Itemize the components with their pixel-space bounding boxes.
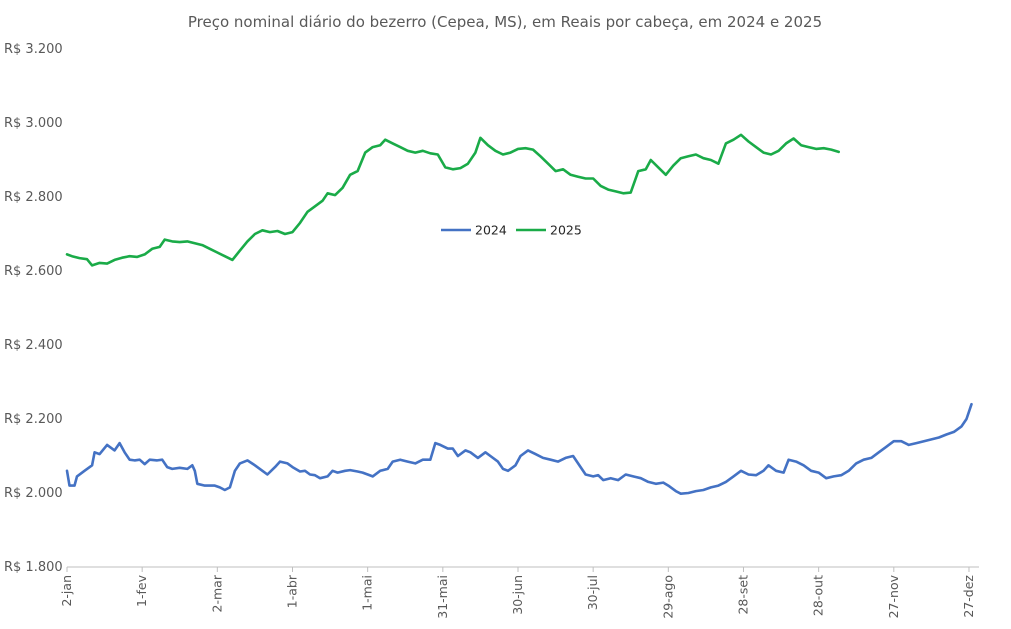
series-lines: [65, 133, 973, 495]
x-tick-label: 1-mai: [360, 575, 375, 611]
legend: 2024 2025: [441, 223, 582, 238]
x-tick-label: 27-nov: [886, 574, 901, 618]
x-tick-label: 1-fev: [134, 574, 149, 607]
x-tick-label: 30-jun: [510, 575, 525, 615]
y-tick-label: R$ 2.600: [4, 264, 63, 279]
series-line-2025: [65, 133, 840, 267]
y-tick-label: R$ 1.800: [4, 560, 63, 575]
y-tick-label: R$ 2.800: [4, 190, 63, 205]
x-tick-label: 2-jan: [59, 575, 74, 607]
y-axis-tick-labels: R$ 1.800 R$ 2.000 R$ 2.200 R$ 2.400 R$ 2.600…: [4, 42, 63, 575]
chart-title: Preço nominal diário do bezerro (Cepea, …: [188, 13, 822, 31]
series-line-2024: [65, 402, 973, 495]
x-tick-label: 31-mai: [435, 575, 450, 619]
legend-label-2025: 2025: [550, 223, 582, 238]
x-tick-label: 27-dez: [961, 575, 976, 618]
legend-label-2024: 2024: [475, 223, 507, 238]
x-tick-label: 29-ago: [660, 575, 675, 619]
x-tick-label: 1-abr: [284, 574, 299, 608]
y-tick-label: R$ 2.400: [4, 338, 63, 353]
x-axis: 2-jan 1-fev 2-mar 1-abr 1-mai 31-mai 30-jun 30-…: [59, 566, 979, 619]
y-tick-label: R$ 2.200: [4, 412, 63, 427]
x-tick-label: 30-jul: [585, 575, 600, 610]
x-tick-label: 2-mar: [209, 574, 224, 612]
y-tick-label: R$ 3.000: [4, 116, 63, 131]
x-tick-label: 28-out: [811, 575, 826, 616]
x-tick-label: 28-set: [735, 575, 750, 615]
y-tick-label: R$ 3.200: [4, 42, 63, 57]
y-tick-label: R$ 2.000: [4, 486, 63, 501]
